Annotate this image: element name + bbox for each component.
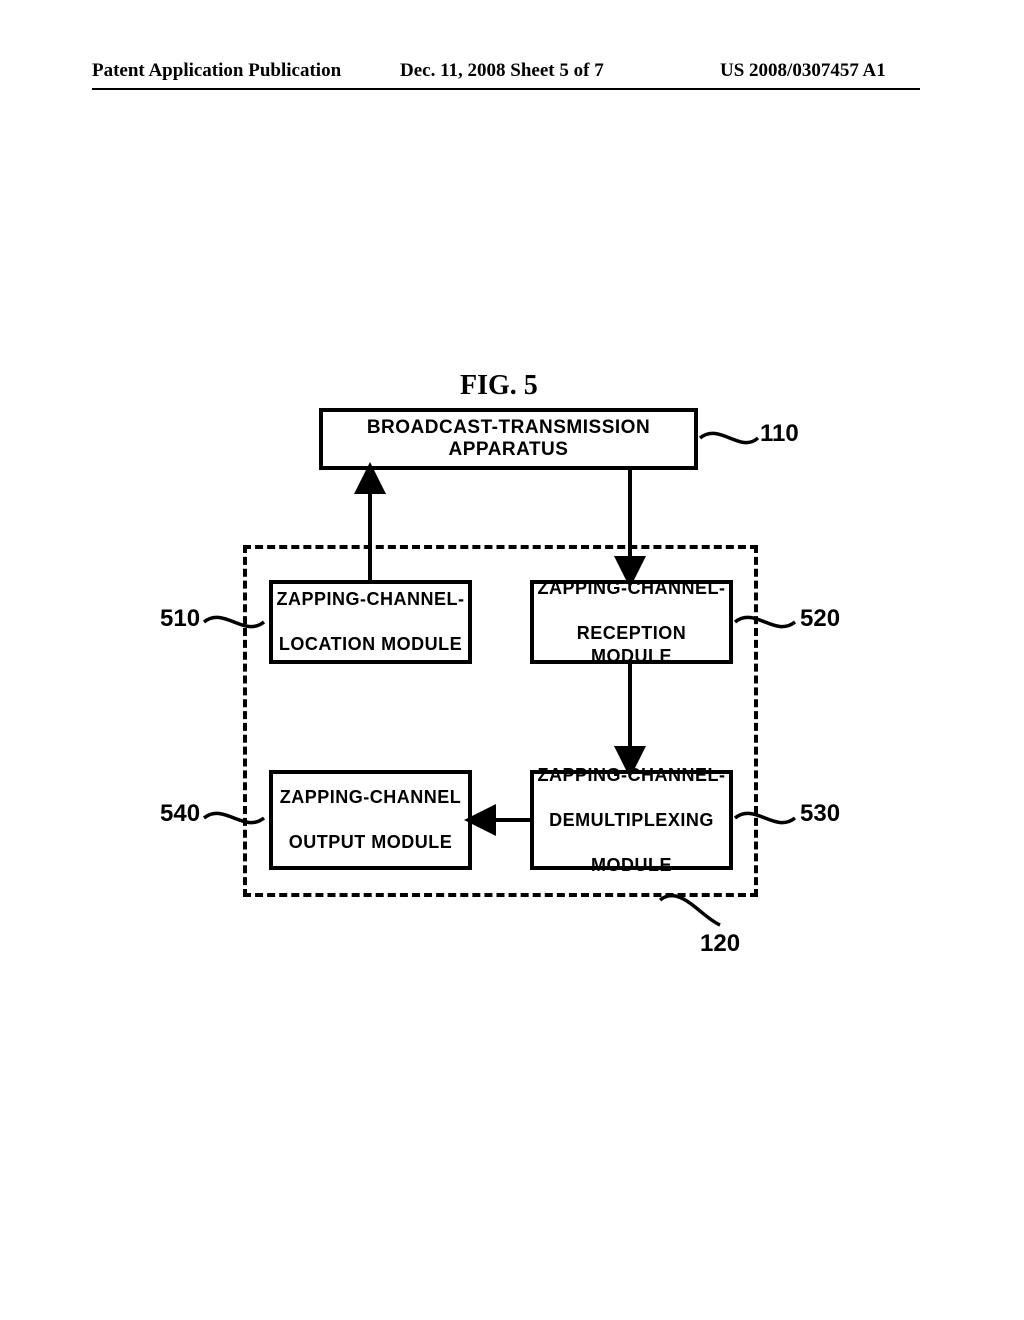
diagram-overlay [0,0,1024,1320]
leadline-120 [660,896,720,925]
leadline-530 [735,813,795,822]
leadline-110 [700,433,758,442]
patent-page: Patent Application Publication Dec. 11, … [0,0,1024,1320]
leadline-540 [204,813,264,822]
leadline-520 [735,617,795,626]
leadline-510 [204,617,264,626]
